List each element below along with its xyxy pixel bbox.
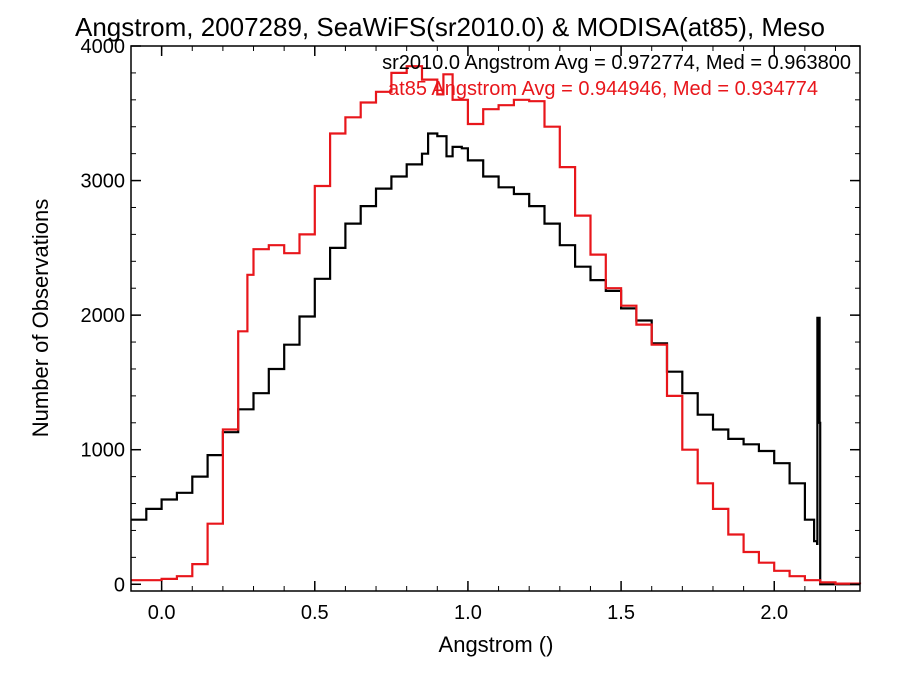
x-tick-label: 1.0 bbox=[454, 602, 482, 624]
x-axis-label: Angstrom () bbox=[439, 632, 554, 657]
chart-title: Angstrom, 2007289, SeaWiFS(sr2010.0) & M… bbox=[75, 12, 825, 42]
y-tick-label: 3000 bbox=[81, 171, 126, 193]
sr2010-series-line bbox=[131, 132, 860, 586]
y-tick-label: 0 bbox=[114, 574, 125, 596]
x-tick-label: 0.5 bbox=[301, 602, 329, 624]
y-axis-label: Number of Observations bbox=[28, 199, 53, 437]
y-axis-ticks: 0 1000 2000 3000 4000 bbox=[81, 36, 860, 596]
y-tick-label: 2000 bbox=[81, 305, 126, 327]
x-tick-label: 1.5 bbox=[607, 602, 635, 624]
x-tick-label: 0.0 bbox=[148, 602, 176, 624]
y-tick-label: 1000 bbox=[81, 440, 126, 462]
plot-frame bbox=[130, 45, 861, 592]
at85-series-line bbox=[131, 65, 862, 585]
sr2010-stats-annotation: sr2010.0 Angstrom Avg = 0.972774, Med = … bbox=[382, 52, 851, 74]
plot-area bbox=[131, 65, 862, 586]
at85-stats-annotation: at85 Angstrom Avg = 0.944946, Med = 0.93… bbox=[388, 78, 818, 100]
x-axis-ticks: 0.0 0.5 1.0 1.5 2.0 bbox=[148, 46, 836, 624]
x-tick-label: 2.0 bbox=[760, 602, 788, 624]
y-tick-label: 4000 bbox=[81, 36, 126, 58]
